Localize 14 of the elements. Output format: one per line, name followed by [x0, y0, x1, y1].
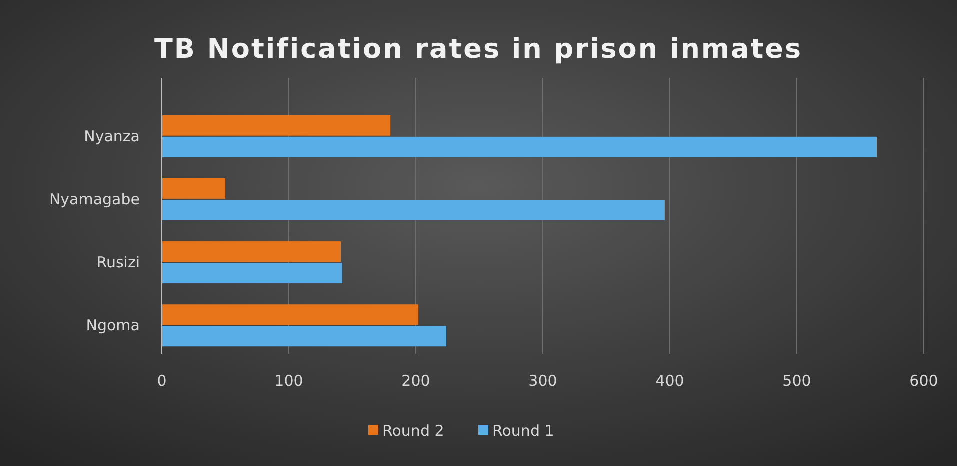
x-tick-label: 200: [402, 372, 430, 390]
x-tick-label: 600: [910, 372, 938, 390]
legend-label: Round 2: [382, 422, 444, 440]
x-tick-label: 300: [528, 372, 558, 390]
y-tick-label: Rusizi: [96, 254, 140, 272]
y-tick-label: Ngoma: [86, 316, 140, 335]
x-tick-label: 0: [157, 372, 167, 390]
y-tick-label: Nyanza: [84, 127, 140, 146]
y-tick-label: Nyamagabe: [49, 190, 140, 208]
x-tick-label: 100: [274, 372, 304, 390]
x-tick-label: 500: [782, 372, 812, 390]
legend-label: Round 1: [492, 422, 554, 440]
x-tick-label: 400: [656, 372, 684, 390]
chart-title: TB Notification rates in prison inmates: [154, 34, 803, 65]
